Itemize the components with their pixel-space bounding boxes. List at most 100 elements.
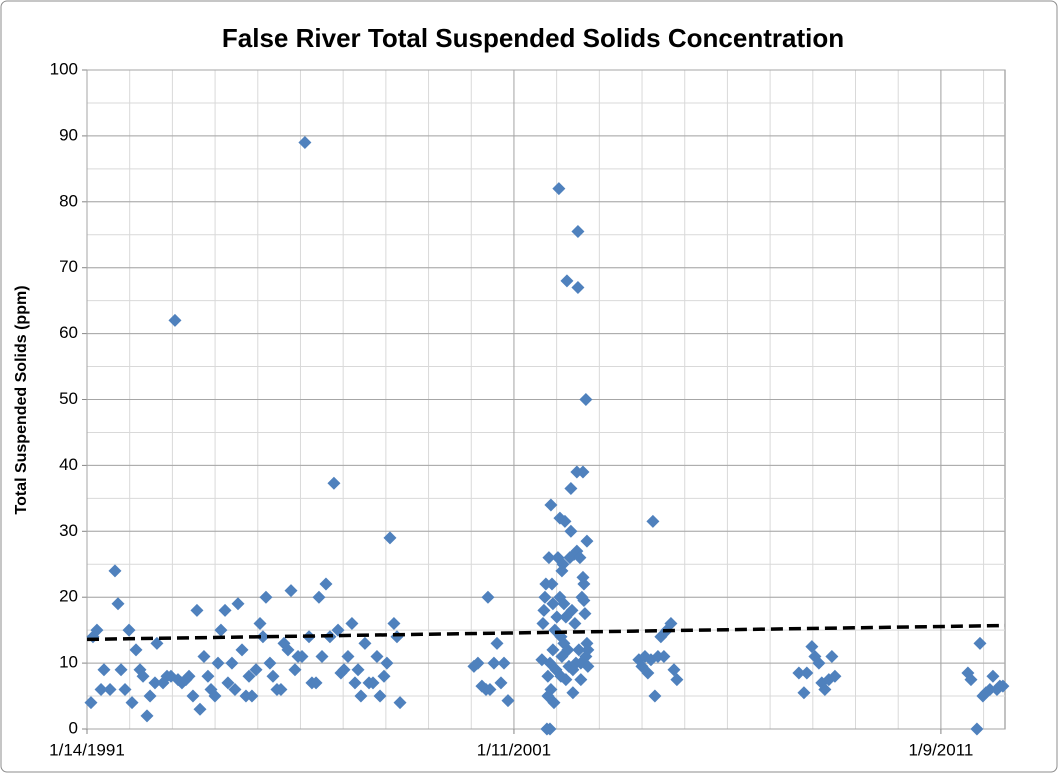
data-point (186, 689, 200, 703)
data-point (481, 590, 495, 604)
data-point (818, 682, 832, 696)
data-point (797, 686, 811, 700)
data-point (387, 617, 401, 631)
data-point (383, 531, 397, 545)
data-point (546, 643, 560, 657)
y-tick-label: 60 (59, 323, 78, 342)
data-point (646, 514, 660, 528)
data-point (140, 709, 154, 723)
data-point (641, 666, 655, 680)
data-point (114, 663, 128, 677)
data-point (108, 564, 122, 578)
data-point (558, 514, 572, 528)
data-point (996, 679, 1010, 693)
data-point (536, 617, 550, 631)
data-point (805, 640, 819, 654)
data-point (103, 682, 117, 696)
data-point (197, 650, 211, 664)
data-point (471, 656, 485, 670)
data-point (483, 682, 497, 696)
data-point (111, 597, 125, 611)
data-point (148, 676, 162, 690)
data-point (545, 577, 559, 591)
data-point (828, 669, 842, 683)
data-point (670, 673, 684, 687)
y-tick-label: 80 (59, 191, 78, 210)
trendline (86, 623, 1006, 642)
data-point (231, 597, 245, 611)
data-point (218, 603, 232, 617)
data-point (190, 603, 204, 617)
data-point (973, 636, 987, 650)
data-point (552, 182, 566, 196)
data-point (315, 650, 329, 664)
data-point (249, 663, 263, 677)
data-point (331, 623, 345, 637)
data-point (94, 682, 108, 696)
data-point (143, 689, 157, 703)
data-point (393, 696, 407, 710)
data-point (792, 666, 806, 680)
data-point (580, 534, 594, 548)
data-point (559, 673, 573, 687)
data-point (263, 656, 277, 670)
y-tick-label: 90 (59, 125, 78, 144)
data-point (118, 682, 132, 696)
data-point (983, 682, 997, 696)
data-point (370, 650, 384, 664)
data-point (225, 656, 239, 670)
data-point (90, 623, 104, 637)
data-point (309, 676, 323, 690)
data-point (366, 676, 380, 690)
data-point (193, 702, 207, 716)
data-point (354, 689, 368, 703)
x-tick-label: 1/9/2011 (908, 740, 973, 759)
x-tick-label: 1/14/1991 (49, 740, 125, 759)
data-point (337, 663, 351, 677)
data-point (578, 607, 592, 621)
data-point (97, 663, 111, 677)
data-point (327, 476, 341, 490)
data-point (970, 722, 984, 736)
data-point (274, 682, 288, 696)
data-point (543, 722, 557, 736)
data-point (501, 694, 515, 708)
data-point (84, 696, 98, 710)
data-point (542, 551, 556, 565)
data-point (494, 676, 508, 690)
data-point (537, 603, 551, 617)
x-tick-label: 1/11/2001 (477, 740, 551, 759)
data-point (182, 669, 196, 683)
data-point (497, 656, 511, 670)
data-point (648, 689, 662, 703)
data-point (538, 590, 552, 604)
data-point (556, 557, 570, 571)
data-point (345, 617, 359, 631)
data-point (129, 643, 143, 657)
y-tick-label: 70 (59, 257, 78, 276)
data-point (557, 597, 571, 611)
data-point (544, 682, 558, 696)
data-point (490, 636, 504, 650)
data-point (577, 593, 591, 607)
data-point (228, 682, 242, 696)
data-point (547, 696, 561, 710)
data-point (541, 669, 555, 683)
y-tick-label: 20 (59, 587, 78, 606)
data-point (253, 617, 267, 631)
data-point (576, 465, 590, 479)
data-point (256, 630, 270, 644)
data-point (168, 313, 182, 327)
data-point (358, 636, 372, 650)
y-tick-label: 10 (59, 653, 78, 672)
data-point (312, 590, 326, 604)
data-point (319, 577, 333, 591)
y-tick-label: 50 (59, 389, 78, 408)
data-point (221, 676, 235, 690)
data-point (800, 666, 814, 680)
data-point (211, 656, 225, 670)
data-point (150, 636, 164, 650)
data-point (298, 135, 312, 149)
data-point (986, 669, 1000, 683)
